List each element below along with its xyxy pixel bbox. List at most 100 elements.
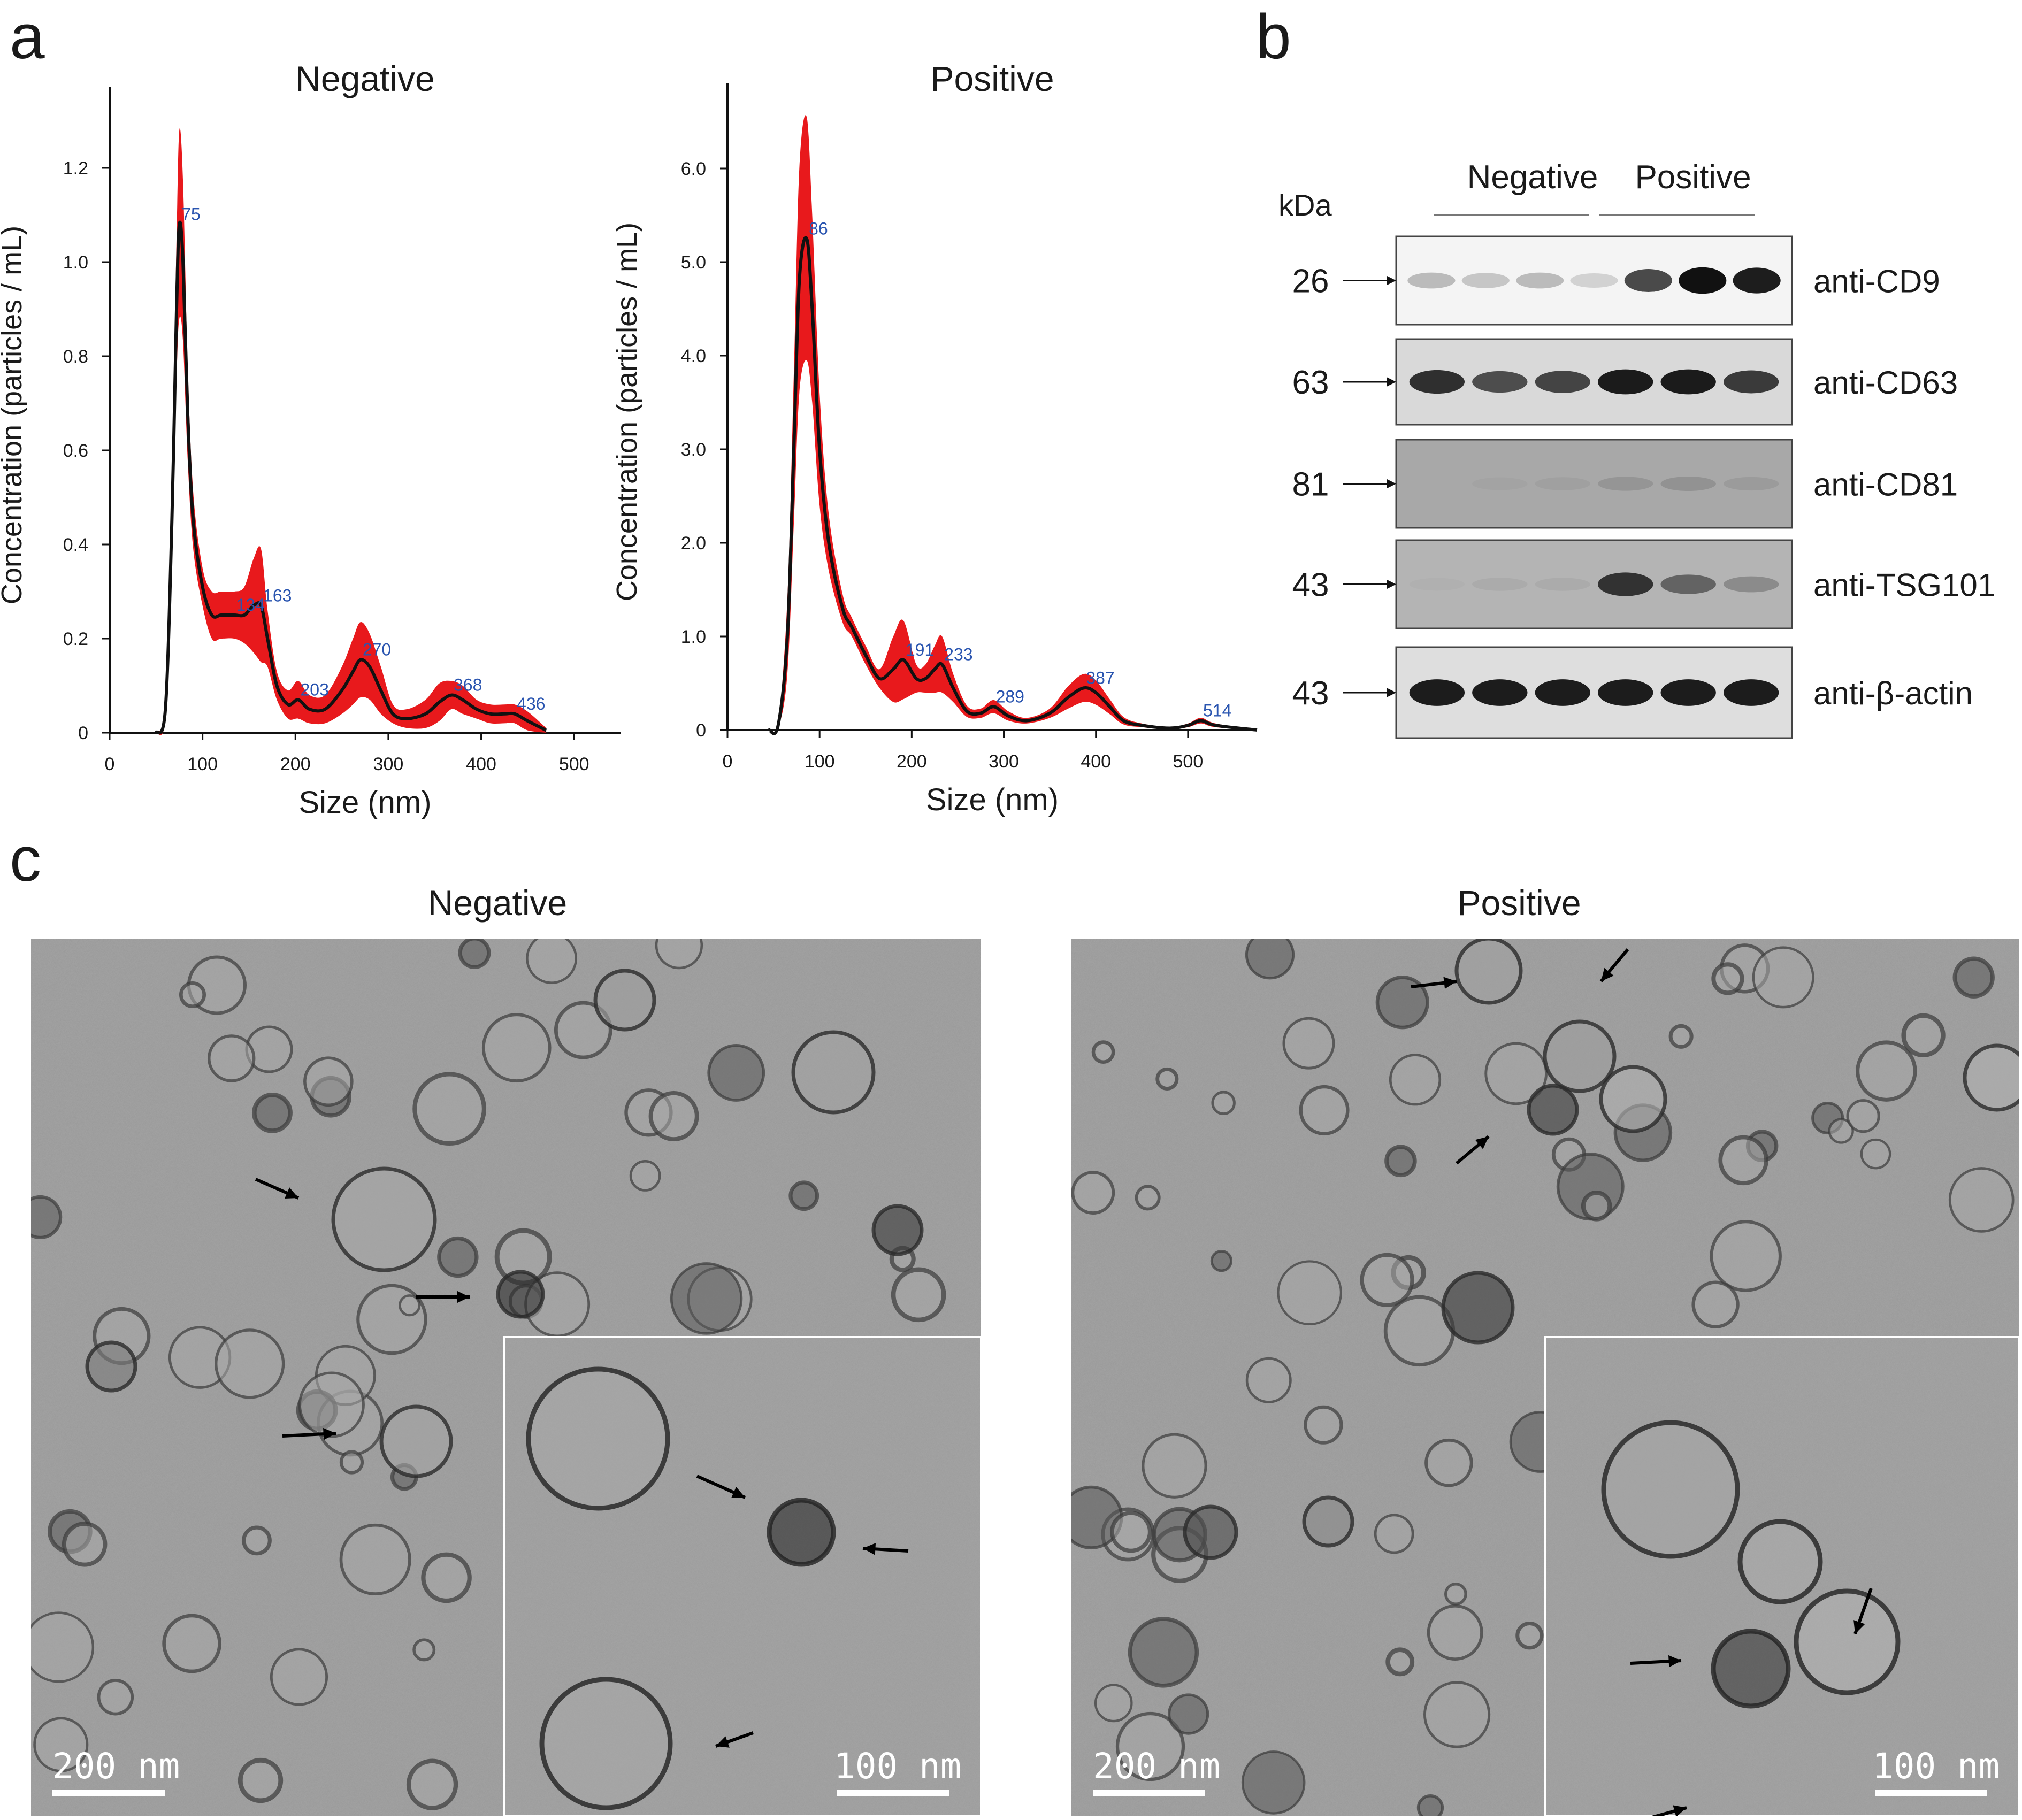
peak-label: 233 — [944, 645, 972, 664]
panel-letter-a: a — [10, 2, 45, 72]
x-tick-label: 400 — [466, 754, 496, 774]
panel-letter-b: b — [1256, 2, 1291, 72]
vesicle — [1282, 1017, 1335, 1070]
blot-band — [1410, 578, 1465, 591]
blot-band — [1535, 477, 1590, 490]
vesicle-large — [1183, 1504, 1238, 1560]
x-axis-label: Size (nm) — [926, 782, 1059, 817]
blot-band — [1624, 269, 1672, 292]
vesicle — [1856, 1040, 1917, 1102]
peak-label: 514 — [1203, 701, 1231, 720]
vesicle-large — [379, 1404, 453, 1478]
vesicle — [707, 1044, 765, 1102]
y-tick-label: 0.4 — [63, 535, 88, 555]
vesicle — [1375, 976, 1429, 1030]
kda-label: kDa — [1278, 188, 1332, 222]
blot-group-label: Negative — [1467, 159, 1598, 196]
arrowhead — [1668, 1655, 1681, 1668]
blot-band — [1679, 267, 1727, 294]
blot-strip-1 — [1395, 338, 1793, 426]
vesicle — [1071, 1171, 1115, 1215]
x-tick-label: 300 — [989, 751, 1019, 772]
vesicle — [1135, 1185, 1161, 1211]
blot-band — [1598, 572, 1653, 596]
vesicle — [1752, 946, 1814, 1009]
chart-title: Negative — [295, 59, 435, 98]
vesicle — [1277, 1260, 1342, 1325]
vesicle — [1444, 1583, 1467, 1606]
blot-band — [1472, 478, 1527, 490]
x-tick-label: 200 — [280, 754, 311, 774]
scale-label-main: 200 nm — [1093, 1746, 1220, 1787]
y-tick-label: 6.0 — [681, 159, 706, 179]
vesicle — [1860, 1138, 1891, 1170]
peak-label: 191 — [906, 640, 934, 659]
vesicle-large — [791, 1030, 876, 1115]
inset-frame — [1544, 1336, 2019, 1816]
y-tick-label: 0.8 — [63, 347, 88, 367]
y-tick-label: 0 — [696, 720, 706, 741]
y-tick-label: 1.0 — [63, 252, 88, 273]
x-tick-label: 0 — [105, 754, 115, 774]
vesicle — [1952, 956, 1995, 999]
y-tick-label: 2.0 — [681, 533, 706, 554]
vesicle — [298, 1371, 365, 1438]
vesicle — [1515, 1621, 1544, 1650]
nta-chart-positive: Positive 0 100 200 300 400 500 0 1.0 2.0 3.0 4.0 5.0… — [615, 59, 1258, 817]
vesicle — [303, 1056, 354, 1107]
arrowhead — [1443, 977, 1457, 989]
blot-band — [1535, 679, 1590, 706]
inset-frame — [503, 1336, 981, 1816]
vesicle-large — [496, 1270, 545, 1319]
vesicle — [242, 1525, 272, 1556]
y-tick-label: 5.0 — [681, 252, 706, 273]
arrowhead — [731, 1487, 745, 1498]
mean-curve — [767, 236, 1258, 735]
vesicle — [1299, 1085, 1350, 1135]
vesicle — [1427, 1604, 1483, 1661]
nta-chart-negative: Negative 0 100 200 300 400 500 0 0.2 0.4 0.6 0.8 1.0… — [0, 59, 621, 820]
blot-band — [1723, 370, 1779, 394]
inset-vesicle — [526, 1366, 670, 1511]
vesicle — [62, 1522, 108, 1567]
mw-arrowhead — [1387, 579, 1396, 589]
vesicle — [554, 1001, 612, 1059]
panel-letter-c: c — [10, 824, 41, 895]
vesicle — [1168, 1693, 1209, 1735]
mw-arrowhead — [1387, 377, 1396, 387]
peak-label: 436 — [517, 694, 545, 713]
peak-label: 86 — [809, 219, 828, 238]
vesicle — [1385, 1647, 1415, 1677]
mw-label: 26 — [1292, 263, 1329, 300]
mw-label: 63 — [1292, 364, 1329, 401]
x-tick-label: 300 — [373, 754, 404, 774]
peak-label: 289 — [996, 687, 1024, 706]
vesicle — [31, 1611, 95, 1683]
vesicle — [1155, 1067, 1179, 1091]
peak-label: 203 — [300, 680, 328, 699]
antibody-label: anti-CD81 — [1813, 467, 1958, 503]
blot-band — [1409, 370, 1465, 394]
blot-strip-frame — [1395, 539, 1793, 629]
vesicle-large — [593, 969, 656, 1032]
tem-inset — [1544, 1336, 2019, 1816]
blot-band — [1535, 578, 1590, 591]
blot-band — [1409, 679, 1465, 706]
antibody-label: anti-CD63 — [1813, 365, 1958, 401]
peak-label: 387 — [1086, 668, 1114, 687]
y-tick-label: 0.2 — [63, 629, 88, 649]
blot-strip-0 — [1395, 235, 1793, 326]
vesicle — [399, 1294, 421, 1317]
vesicle — [406, 1758, 458, 1810]
vesicle — [1718, 1135, 1768, 1186]
y-tick-label: 1.0 — [681, 627, 706, 647]
vesicle — [1711, 962, 1744, 995]
vesicle-large — [1302, 1495, 1354, 1548]
y-tick-label: 1.2 — [63, 158, 88, 179]
blot-band — [1598, 477, 1653, 491]
blot-strip-3 — [1395, 539, 1793, 629]
mw-arrowhead — [1387, 275, 1396, 286]
vesicle — [421, 1552, 472, 1603]
blot-band — [1535, 371, 1590, 393]
peak-label: 75 — [181, 205, 201, 224]
